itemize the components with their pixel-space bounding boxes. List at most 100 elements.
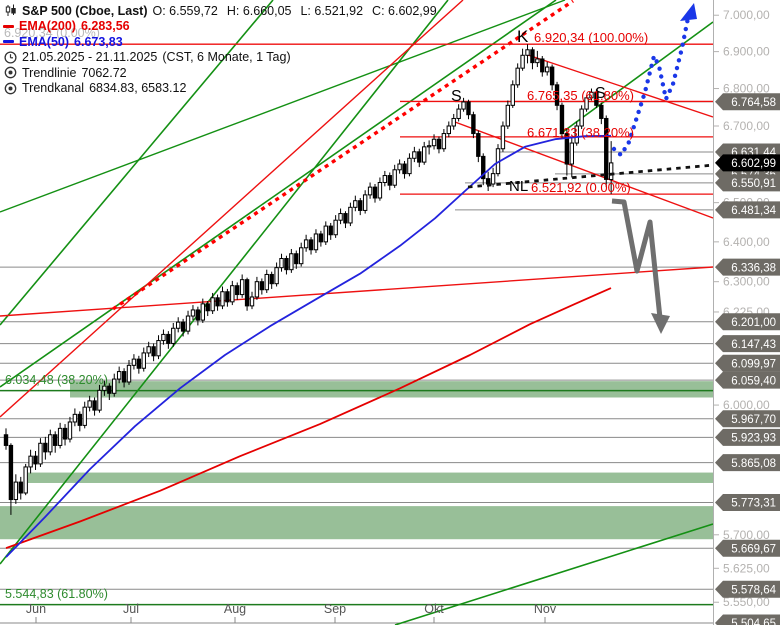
candle-up (451, 117, 456, 127)
annotation-label[interactable]: 6.671,33 (38.20%) (527, 125, 634, 140)
candle-down (343, 213, 348, 224)
bearish-arrow-line (611, 198, 663, 319)
candle-up (97, 389, 102, 411)
red-channel-steep[interactable] (0, 0, 464, 418)
price-level-badge: 5.865,08 (715, 454, 780, 472)
candle-up (348, 206, 353, 224)
red-support-rising[interactable] (0, 266, 714, 317)
red-resistance-falling-lower[interactable] (454, 121, 714, 219)
support-zones (0, 381, 713, 540)
bullish-projection-arrow[interactable] (611, 3, 697, 158)
candle-up (579, 108, 584, 127)
y-tick-label: 7.000,00 (723, 8, 770, 22)
candle-up (38, 442, 43, 465)
green-channel-lower[interactable] (0, 0, 449, 565)
candle-up (461, 101, 466, 110)
candle-up (67, 421, 73, 440)
candle-down (284, 258, 289, 271)
candle-down (564, 133, 570, 165)
support-zone (28, 472, 713, 483)
candle-up (392, 169, 397, 186)
svg-text:6.059,40: 6.059,40 (731, 375, 776, 387)
candle-down (166, 333, 171, 344)
green-channel-upper[interactable] (0, 0, 274, 326)
candle-up (239, 279, 245, 296)
annotation-label[interactable]: K (517, 27, 529, 46)
x-axis[interactable]: Jun Jul Aug Sep Okt Nov (26, 602, 557, 623)
neckline[interactable] (467, 163, 715, 189)
trendlinie-row[interactable]: Trendlinie 7062.72 (3, 65, 437, 81)
annotation-label[interactable]: NL (509, 178, 528, 195)
y-tick-label: 6.900,00 (723, 45, 770, 59)
green-channel-mid[interactable] (0, 0, 557, 388)
svg-text:5.923,93: 5.923,93 (731, 433, 776, 445)
candle-down (549, 66, 555, 86)
svg-text:6.602,99: 6.602,99 (731, 158, 776, 170)
month-label: Aug (224, 602, 246, 616)
annotation-label[interactable]: 5.544,83 (61.80%) (5, 587, 108, 601)
trend-lines (0, 0, 714, 625)
svg-text:6.147,43: 6.147,43 (731, 339, 776, 351)
candle-up (520, 54, 525, 69)
candle-down (599, 104, 604, 119)
candle-up (490, 173, 496, 185)
candle-up (249, 296, 255, 307)
svg-text:6.099,97: 6.099,97 (731, 358, 776, 370)
y-tick-label: 6.400,00 (723, 235, 770, 249)
ema50-legend-row[interactable]: EMA(50) 6.673,83 (3, 34, 437, 50)
current-price-badge: 6.602,99 (715, 154, 780, 172)
candle-down (358, 200, 363, 211)
high-value: H: 6.660,05 (226, 3, 292, 18)
month-label: Jun (26, 602, 46, 616)
svg-text:5.865,08: 5.865,08 (731, 458, 776, 470)
annotation-label[interactable]: 6.920,34 (100.00%) (534, 30, 648, 45)
ema50-label: EMA(50) (19, 34, 70, 49)
ema50-line[interactable] (5, 134, 612, 558)
target-icon (3, 66, 17, 79)
y-tick-label: 6.800,00 (723, 82, 770, 96)
candle-up (303, 239, 309, 249)
green-upper-right[interactable] (559, 21, 714, 135)
fib-red-lines (0, 43, 713, 195)
candle-up (161, 333, 166, 342)
candle-up (230, 285, 235, 303)
price-level-badge: 5.669,67 (715, 539, 780, 557)
candle-up (141, 352, 146, 369)
ema50-value: 6.673,83 (74, 34, 123, 49)
candle-down (18, 481, 23, 494)
candle-up (446, 125, 452, 135)
dotted-trendline[interactable] (112, 0, 574, 311)
annotation-label[interactable]: S (595, 85, 606, 102)
candle-up (431, 138, 437, 147)
candle-down (151, 346, 156, 357)
symbol-row[interactable]: S&P 500 (Cboe, Last) O: 6.559,72 H: 6.66… (3, 3, 437, 19)
candle-down (559, 104, 565, 135)
annotation-label[interactable]: 6.765,35 (61.80%) (527, 88, 634, 103)
red-resistance-falling-upper[interactable] (527, 54, 714, 118)
green-lower-right[interactable] (394, 523, 714, 625)
candle-up (82, 406, 87, 426)
trendlinie-value: 7062.72 (81, 65, 127, 80)
candle-up (23, 466, 28, 494)
candlestick-series (3, 44, 614, 515)
trendkanal-row[interactable]: Trendkanal 6834.83, 6583.12 (3, 81, 437, 97)
annotation-label[interactable]: 6.034,48 (38.20%) (5, 373, 108, 387)
annotation-label[interactable]: 6.521,92 (0.00%) (531, 180, 631, 195)
candle-up (112, 378, 117, 394)
price-badges: 6.764,586.631,446.574,366.550,916.481,34… (715, 93, 780, 625)
bearish-projection-arrow[interactable] (611, 198, 670, 334)
green-trend-long[interactable] (0, 0, 566, 213)
ema200-legend-row[interactable]: EMA(200) 6.283,56 (3, 19, 437, 35)
candle-up (608, 162, 614, 181)
candle-up (210, 297, 215, 312)
candle-down (77, 413, 82, 426)
candle-up (412, 151, 417, 159)
candlestick-icon (3, 4, 17, 17)
annotation-label[interactable]: S (451, 88, 462, 105)
ema200-line[interactable] (5, 287, 612, 549)
candle-up (584, 97, 589, 110)
candle-up (220, 291, 225, 307)
candle-up (333, 219, 338, 236)
y-tick-label: 6.000,00 (723, 398, 770, 412)
